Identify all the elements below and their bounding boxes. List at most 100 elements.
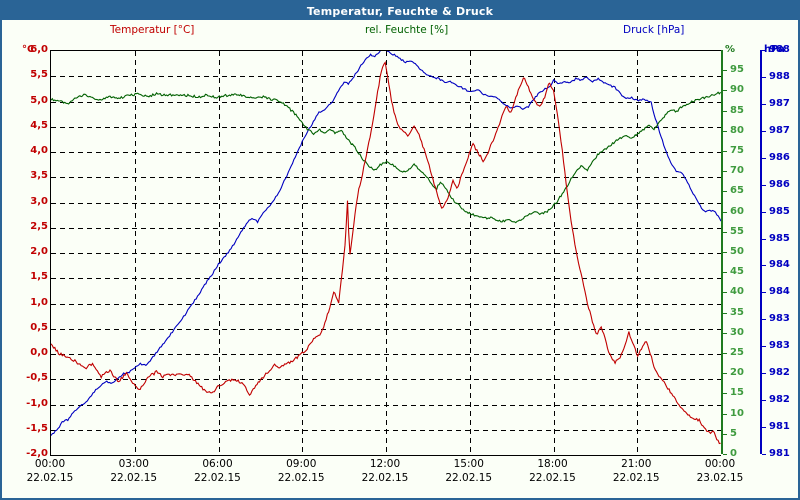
temperature-axis: 6,0 5,5 5,0 4,5 4,0 3,5 3,0 2,5 2,0 1,5 1,0 0,5 0,0 -…: [2, 44, 48, 459]
x-axis-label: 21:00 22.02.15: [601, 458, 671, 484]
pressure-tick: [762, 77, 766, 78]
x-axis-time: 00:00: [34, 458, 66, 470]
humidity-tick: [723, 111, 727, 112]
x-axis-time: 06:00: [202, 458, 233, 470]
pressure-tick-label: 985: [769, 205, 790, 217]
x-axis-ticks: [135, 51, 638, 56]
humidity-tick-label: 60: [730, 205, 744, 217]
temperature-tick-label: -0,5: [26, 372, 48, 384]
temperature-tick-label: 3,5: [30, 170, 48, 182]
humidity-tick: [723, 252, 727, 253]
pressure-tick-label: 984: [769, 259, 790, 271]
pressure-tick-label: 981: [769, 448, 790, 459]
humidity-tick-label: 15: [730, 387, 744, 399]
humidity-tick-label: 85: [730, 104, 744, 116]
pressure-tick-label: 983: [769, 340, 790, 352]
temperature-axis-unit: °C: [22, 44, 35, 55]
pressure-tick-label: 981: [769, 421, 790, 433]
pressure-tick-label: 983: [769, 313, 790, 325]
humidity-tick: [723, 393, 727, 394]
temperature-tick-label: 4,0: [30, 145, 48, 156]
pressure-tick-label: 988: [769, 70, 790, 82]
humidity-tick-label: 35: [730, 306, 744, 318]
x-axis-time: 12:00: [369, 458, 401, 470]
pressure-tick-label: 988: [769, 44, 790, 55]
humidity-tick: [723, 212, 727, 213]
humidity-tick-label: 55: [730, 225, 744, 237]
humidity-tick: [723, 272, 727, 273]
x-axis-date: 23.02.15: [696, 472, 744, 484]
humidity-tick-label: 75: [730, 145, 744, 156]
x-axis-date: 22.02.15: [277, 472, 325, 484]
temperature-tick-label: 3,0: [30, 195, 48, 207]
pressure-tick-label: 986: [769, 151, 790, 163]
humidity-tick: [723, 454, 727, 455]
temperature-tick-label: 2,0: [30, 246, 48, 257]
x-axis-label: 12:00 22.02.15: [350, 458, 420, 484]
humidity-tick-label: 50: [730, 246, 744, 257]
pressure-tick: [762, 212, 766, 213]
humidity-tick: [723, 292, 727, 293]
humidity-tick-label: 95: [730, 64, 744, 76]
pressure-tick: [762, 400, 766, 401]
temperature-tick-label: 5,0: [30, 94, 48, 106]
pressure-tick-label: 982: [769, 394, 790, 406]
pressure-tick-label: 987: [769, 97, 790, 109]
humidity-tick: [723, 353, 727, 354]
x-axis-time: 03:00: [118, 458, 149, 470]
pressure-tick-label: 984: [769, 286, 790, 298]
humidity-tick: [723, 414, 727, 415]
humidity-tick-label: 5: [730, 427, 737, 439]
humidity-tick: [723, 313, 727, 314]
x-axis-time: 09:00: [286, 458, 317, 470]
chart-svg: [51, 51, 721, 455]
temperature-tick-label: 6,0: [30, 44, 48, 55]
pressure-tick: [762, 346, 766, 347]
pressure-tick: [762, 158, 766, 159]
x-axis-date: 22.02.15: [26, 472, 74, 484]
x-axis: 00:00 22.02.15 03:00 22.02.15 06:00 22.02.15 0…: [2, 458, 800, 498]
x-axis-label: 03:00 22.02.15: [99, 458, 169, 484]
pressure-tick: [762, 373, 766, 374]
humidity-tick-label: 20: [730, 367, 744, 379]
humidity-tick: [723, 151, 727, 152]
window-title-bar: Temperatur, Feuchte & Druck: [2, 2, 798, 20]
humidity-tick-label: 0: [730, 448, 737, 459]
pressure-tick: [762, 239, 766, 240]
pressure-tick: [762, 104, 766, 105]
pressure-tick-label: 987: [769, 124, 790, 136]
pressure-tick-label: 982: [769, 367, 790, 379]
x-axis-date: 22.02.15: [361, 472, 409, 484]
x-axis-label: 00:00 22.02.15: [15, 458, 85, 484]
x-axis-date: 22.02.15: [612, 472, 660, 484]
humidity-tick: [723, 90, 727, 91]
temperature-tick-label: 1,5: [30, 271, 48, 283]
humidity-tick: [723, 70, 727, 71]
pressure-tick: [762, 454, 766, 455]
humidity-tick: [723, 232, 727, 233]
humidity-tick-label: 80: [730, 124, 744, 136]
temperature-tick-label: 0,5: [30, 321, 48, 333]
humidity-tick: [723, 434, 727, 435]
humidity-axis-unit: %: [725, 44, 736, 55]
x-axis-label: 15:00 22.02.15: [434, 458, 504, 484]
humidity-tick: [723, 191, 727, 192]
pressure-tick: [762, 265, 766, 266]
pressure-tick: [762, 292, 766, 293]
x-axis-time: 00:00: [704, 458, 736, 470]
humidity-tick: [723, 131, 727, 132]
temperature-line: [51, 60, 721, 445]
x-axis-label: 09:00 22.02.15: [266, 458, 336, 484]
temperature-tick-label: -1,0: [26, 397, 48, 409]
humidity-tick-label: 30: [730, 326, 744, 338]
humidity-tick-label: 70: [730, 165, 744, 177]
temperature-tick-label: 5,5: [30, 69, 48, 81]
temperature-tick-label: -1,5: [26, 422, 48, 434]
plot-area: [50, 50, 721, 456]
grid-lines: [51, 51, 721, 455]
humidity-line: [51, 91, 721, 224]
humidity-tick-label: 90: [730, 84, 744, 96]
humidity-tick: [723, 373, 727, 374]
temperature-tick-label: 2,5: [30, 220, 48, 232]
